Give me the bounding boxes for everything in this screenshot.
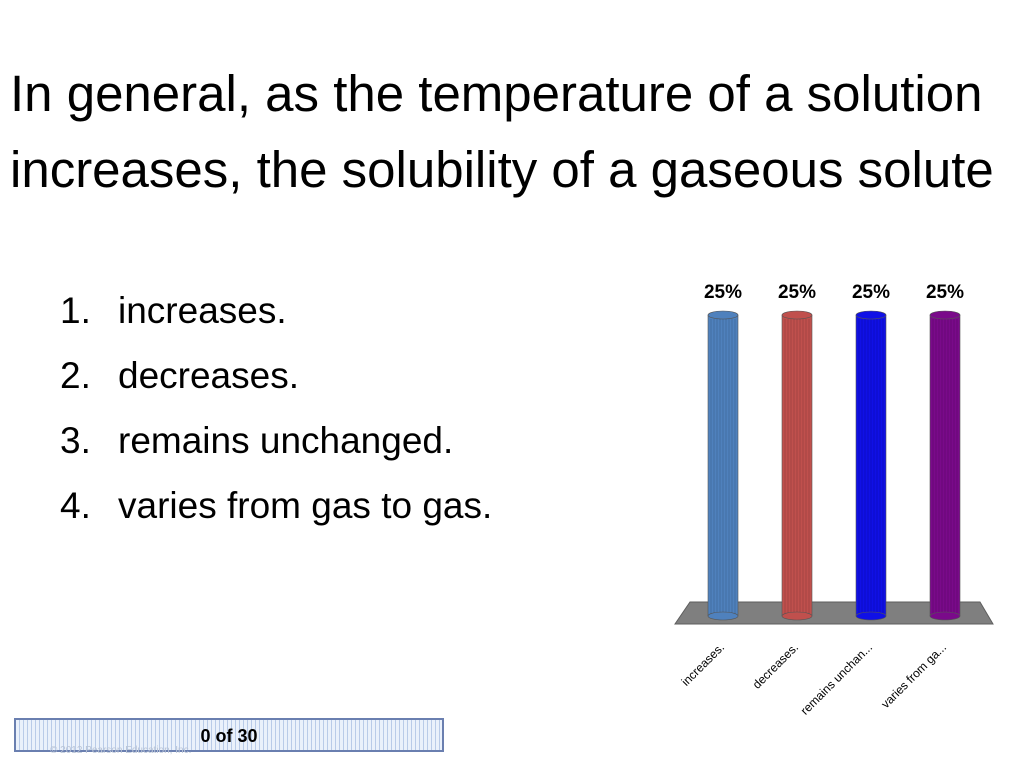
answer-label: varies from gas to gas.: [118, 485, 493, 526]
copyright-text: © 2012 Pearson Education, Inc.: [50, 745, 192, 756]
category-label-2: decreases.: [750, 640, 801, 691]
answer-number: 1.: [60, 290, 91, 331]
value-label-3: 25%: [852, 282, 890, 303]
answer-list: 1. increases. 2. decreases. 3. remains u…: [60, 278, 492, 538]
answer-option-4[interactable]: 4. varies from gas to gas.: [60, 473, 492, 538]
answer-option-2[interactable]: 2. decreases.: [60, 343, 492, 408]
answer-option-3[interactable]: 3. remains unchanged.: [60, 408, 492, 473]
answer-label: increases.: [118, 290, 287, 331]
answer-number: 2.: [60, 355, 91, 396]
bar-1: [707, 310, 739, 621]
answer-label: remains unchanged.: [118, 420, 454, 461]
answer-label: decreases.: [118, 355, 299, 396]
value-label-4: 25%: [926, 282, 964, 303]
category-label-3: remains unchan...: [798, 640, 875, 717]
answer-number: 4.: [60, 485, 91, 526]
value-label-1: 25%: [704, 282, 742, 303]
value-label-2: 25%: [778, 282, 816, 303]
response-counter-text: 0 of 30: [200, 726, 258, 746]
answer-option-1[interactable]: 1. increases.: [60, 278, 492, 343]
category-label-4: varies from ga...: [878, 640, 949, 711]
bar-2: [781, 310, 813, 621]
bar-4: [929, 310, 961, 621]
question-title: In general, as the temperature of a solu…: [10, 65, 994, 198]
category-label-1: increases.: [679, 640, 728, 689]
answer-number: 3.: [60, 420, 91, 461]
bar-3: [855, 310, 887, 621]
response-chart: 25% increases. 25% decreases. 25% remains unc…: [674, 282, 994, 718]
response-counter: 0 of 30: [14, 718, 444, 752]
